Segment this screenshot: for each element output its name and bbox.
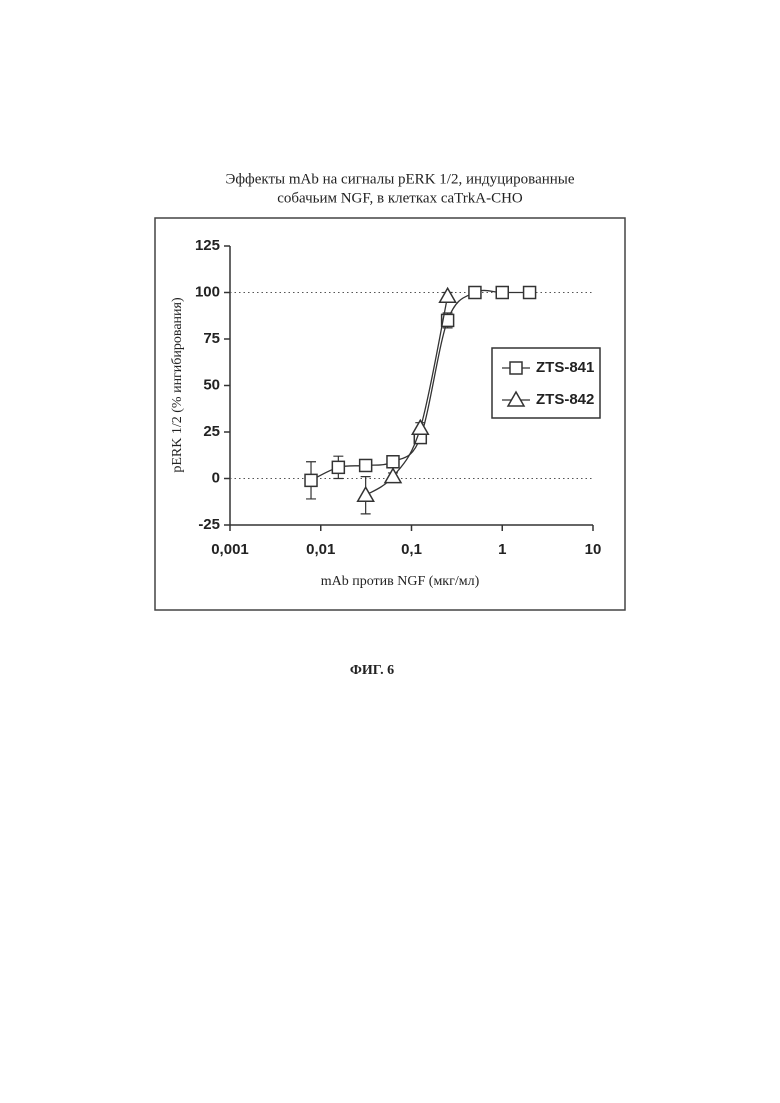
x-tick-label: 1 [498, 541, 506, 558]
marker-square [496, 287, 508, 299]
y-tick-label: 125 [195, 237, 220, 254]
legend-label: ZTS-841 [536, 359, 594, 376]
x-tick-label: 0,1 [401, 541, 422, 558]
y-tick-label: 25 [203, 423, 220, 440]
marker-square [469, 287, 481, 299]
marker-square [360, 459, 372, 471]
marker-square [510, 362, 522, 374]
marker-triangle [358, 487, 374, 501]
y-axis-label: pERK 1/2 (% ингибирования) [170, 297, 185, 473]
marker-square [305, 474, 317, 486]
y-tick-label: 50 [203, 376, 220, 393]
y-tick-label: -25 [198, 516, 220, 533]
x-axis-label: mAb против NGF (мкг/мл) [321, 574, 480, 589]
marker-square [387, 456, 399, 468]
y-tick-label: 75 [203, 330, 220, 347]
x-tick-label: 10 [585, 541, 602, 558]
legend-label: ZTS-842 [536, 391, 594, 408]
marker-square [524, 287, 536, 299]
marker-triangle [412, 420, 428, 434]
x-tick-label: 0,01 [306, 541, 335, 558]
y-tick-label: 0 [212, 469, 220, 486]
chart-title: Эффекты mAb на сигналы pERK 1/2, индуцир… [225, 171, 574, 187]
figure-caption: ФИГ. 6 [350, 663, 394, 678]
page: Эффекты mAb на сигналы pERK 1/2, индуцир… [0, 0, 780, 1103]
chart-title: собачьим NGF, в клетках caTrkA-CHO [277, 190, 523, 206]
x-tick-label: 0,001 [211, 541, 249, 558]
y-tick-label: 100 [195, 283, 220, 300]
marker-square [332, 461, 344, 473]
marker-triangle [440, 288, 456, 302]
